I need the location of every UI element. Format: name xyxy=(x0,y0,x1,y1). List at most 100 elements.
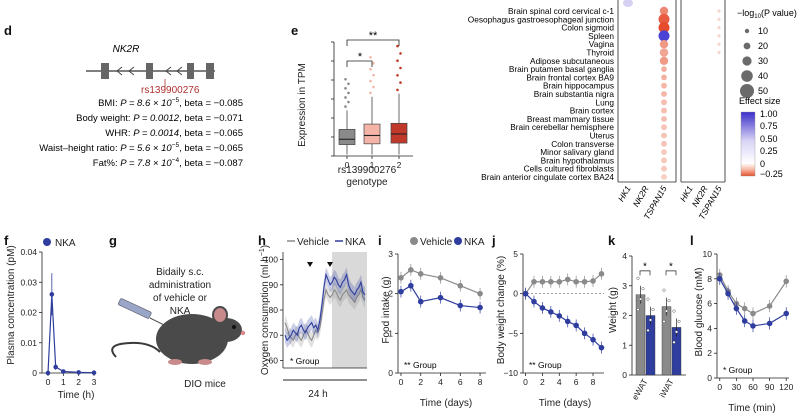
panel-i: i Food intake (g) Vehicle NKA 0 1 2 3 0 2 4 6 8 *… xyxy=(378,233,486,409)
series-point xyxy=(766,320,773,327)
series-point xyxy=(548,278,554,285)
dot-tspan15 xyxy=(661,174,667,180)
series-point xyxy=(539,278,546,285)
injection-arrow xyxy=(307,262,313,267)
series-point xyxy=(598,271,605,277)
x-tick-label: 120 xyxy=(779,382,793,392)
outlier xyxy=(369,79,372,83)
y-tick-label: 8 xyxy=(707,274,712,284)
y-tick-label: 100 xyxy=(264,255,278,265)
y-tick-label: −10 xyxy=(504,368,519,378)
outlier xyxy=(399,81,402,84)
y-tick-label: 1 xyxy=(622,340,627,350)
dark-phase-shade xyxy=(332,252,367,368)
outlier xyxy=(372,73,375,77)
y-tick-label: 3 xyxy=(622,281,627,291)
dot-tspan15 xyxy=(661,91,667,97)
series-point xyxy=(733,305,740,312)
y-tick-label: 0 xyxy=(707,373,712,383)
outlier xyxy=(396,59,399,62)
y-tick-label: 80 xyxy=(269,305,279,315)
dot-tspan15-right xyxy=(717,9,721,13)
y-tick-label: 90 xyxy=(269,280,279,290)
effect-tick-label: 0.25 xyxy=(760,146,778,156)
series-point xyxy=(581,330,588,337)
series-point xyxy=(477,304,483,311)
series-point xyxy=(750,310,756,317)
series-point xyxy=(531,278,537,285)
series-point xyxy=(477,290,483,297)
outlier xyxy=(399,66,402,70)
plasma-point xyxy=(61,369,66,374)
plasma-chart: 00.010.020.030.040 1 2 3 xyxy=(20,247,96,387)
x-tick-label: 8 xyxy=(591,377,596,387)
panel-j: j Body weight change (%) −10 −5 0 5 0 2 4 6 8 ** … xyxy=(491,233,605,409)
series-point xyxy=(590,336,596,343)
panel-e-xlabel1: rs139900276 xyxy=(338,165,397,176)
series-point xyxy=(457,302,464,309)
size-legend-label: 30 xyxy=(758,56,768,66)
y-tick-label: 2 xyxy=(622,311,627,321)
plasma-line xyxy=(47,294,95,374)
fat-weight-chart: 0 1 2 3 4 eWAT * iWAT * xyxy=(622,251,686,402)
x-tick-label: 0 xyxy=(523,377,528,387)
mouse-illustration xyxy=(111,306,246,365)
data-point xyxy=(636,308,640,312)
tissue-label: Brain hypothalamus xyxy=(541,155,614,165)
x-tick-label: 2 xyxy=(540,377,545,387)
series-point xyxy=(398,275,404,281)
y-tick-label: 0.02 xyxy=(20,308,37,318)
dot-tspan15 xyxy=(661,66,667,72)
panel-tissue-dotplot: Brain spinal cord cervical c-1Oesophagus… xyxy=(468,0,797,221)
x-tick-label: 3 xyxy=(92,377,97,387)
data-point xyxy=(677,319,681,323)
tissue-label: Brain substantia nigra xyxy=(534,89,615,99)
panel-e-letter: e xyxy=(291,23,298,38)
series-point xyxy=(417,298,424,305)
plasma-point xyxy=(53,364,58,370)
group-note: * Group xyxy=(723,365,753,375)
panel-l-ylabel: Blood glucose (mM) xyxy=(694,268,705,357)
series-point xyxy=(556,278,563,285)
tissue-label: Cells cultured fibroblasts xyxy=(524,164,614,174)
series-point xyxy=(531,298,537,305)
data-point xyxy=(667,299,671,303)
outlier xyxy=(347,100,350,104)
data-point xyxy=(675,330,679,334)
x-tick-label: 60 xyxy=(748,382,758,392)
panel-f-letter: f xyxy=(4,233,9,248)
panel-g-letter: g xyxy=(109,233,117,248)
data-point xyxy=(636,276,640,280)
series-point xyxy=(741,305,748,312)
series-point xyxy=(539,305,546,311)
tissue-label: Colon sigmoid xyxy=(561,23,614,33)
dot-tspan15-right xyxy=(717,17,721,21)
panel-e: e Expression in TPM 0 1 2*** rs139900276 g… xyxy=(291,23,413,188)
effect-legend-title: Effect size xyxy=(739,96,780,106)
dot-hk1 xyxy=(623,0,633,7)
tissue-label: Vagina xyxy=(589,39,615,49)
y-tick-label: 2 xyxy=(388,289,393,299)
series-point xyxy=(548,309,554,315)
y-tick-label: 0 xyxy=(513,289,518,299)
panel-k: k Weight (g) 0 1 2 3 4 eWAT * iWAT * xyxy=(608,233,686,402)
association-row: Body weight: P = 0.0012, beta = −0.071 xyxy=(76,113,243,124)
size-legend-dot xyxy=(744,28,750,34)
panel-k-letter: k xyxy=(608,233,616,248)
data-point xyxy=(646,328,650,332)
x-tick-label: 0 xyxy=(717,382,722,392)
effect-colorbar xyxy=(740,111,756,177)
panel-l-xlabel: Time (min) xyxy=(728,403,775,414)
series-point xyxy=(725,290,731,297)
dot-tspan15-right xyxy=(717,50,721,55)
sig-bracket xyxy=(346,39,400,46)
gene-label: NK2R xyxy=(113,44,140,55)
y-tick-label: 2 xyxy=(707,348,712,358)
x-tick-label: 8 xyxy=(478,377,483,387)
outlier xyxy=(344,96,347,99)
panel-d-letter: d xyxy=(4,23,12,38)
size-legend-dot xyxy=(740,84,754,98)
sig-label: * xyxy=(643,261,647,272)
